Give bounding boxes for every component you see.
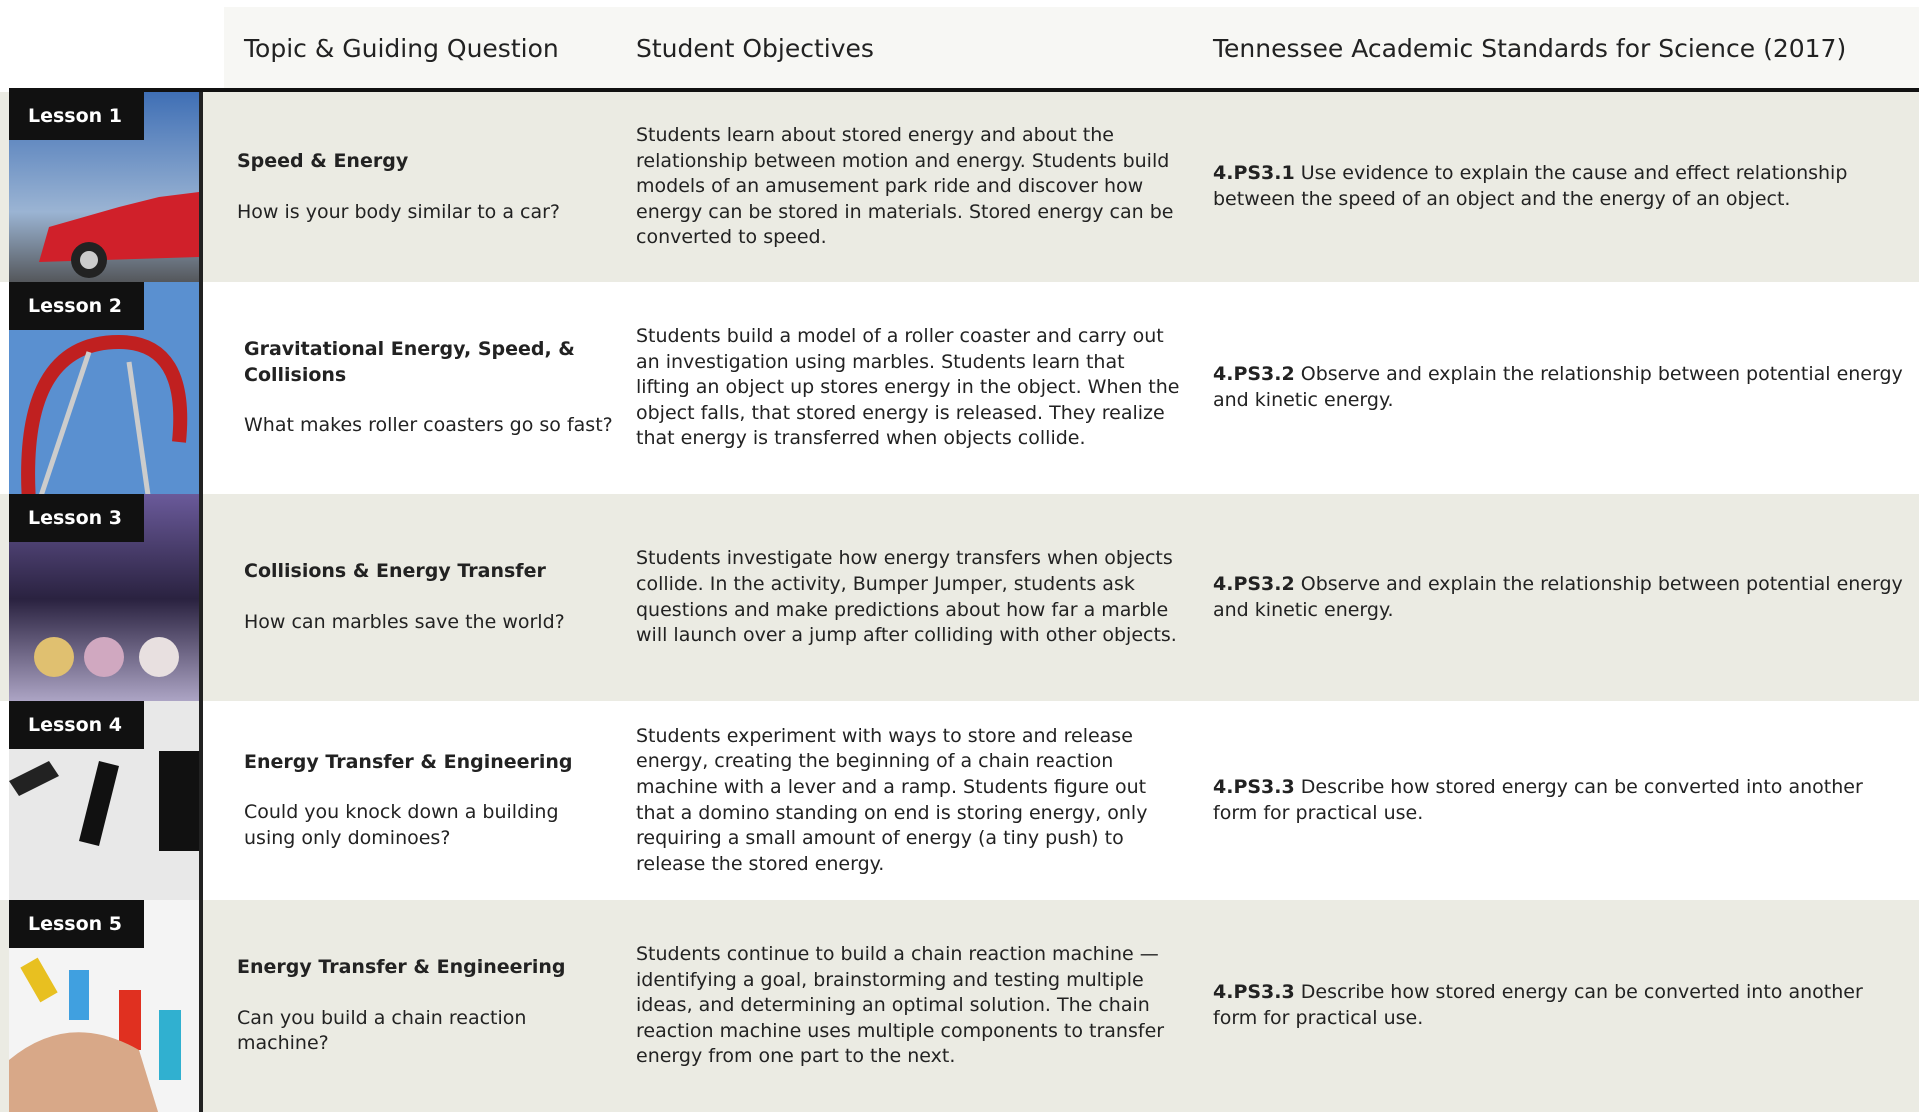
lesson-label: Lesson 2 (9, 282, 144, 330)
objectives: Students experiment with ways to store a… (636, 724, 1148, 875)
lesson-row: Lesson 4 Energy Transfer & Engineering Cou… (0, 701, 1919, 900)
topic-title: Energy Transfer & Engineering (244, 750, 573, 773)
objectives: Students learn about stored energy and a… (636, 124, 1174, 249)
standard-code: 4.PS3.3 (1213, 775, 1295, 798)
objectives-cell: Students continue to build a chain react… (636, 900, 1184, 1112)
topic-cell: Speed & Energy How is your body similar t… (237, 92, 607, 282)
standard: 4.PS3.3 Describe how stored energy can b… (1213, 775, 1908, 826)
topic-title: Energy Transfer & Engineering (237, 956, 566, 979)
header-bg (224, 7, 1919, 89)
header-cell: Student Objectives (636, 33, 874, 63)
standard: 4.PS3.3 Describe how stored energy can b… (1213, 980, 1908, 1031)
standard-text: Describe how stored energy can be conver… (1213, 775, 1863, 824)
header-cell: Tennessee Academic Standards for Science… (1213, 33, 1847, 63)
standard: 4.PS3.2 Observe and explain the relation… (1213, 572, 1908, 623)
topic-title: Collisions & Energy Transfer (244, 560, 546, 583)
lesson-row: Lesson 5 Energy Transfer & Engineering Can… (0, 900, 1919, 1112)
objectives: Students build a model of a roller coast… (636, 325, 1180, 450)
standard-code: 4.PS3.2 (1213, 572, 1295, 595)
objectives-cell: Students investigate how energy transfer… (636, 494, 1184, 701)
objectives-cell: Students build a model of a roller coast… (636, 282, 1184, 494)
lesson-row: Lesson 3 Collisions & Energy Transfer How … (0, 494, 1919, 701)
standard-code: 4.PS3.3 (1213, 981, 1295, 1004)
topic-title: Speed & Energy (237, 149, 409, 172)
standard-text: Observe and explain the relationship bet… (1213, 363, 1903, 411)
topic-cell: Collisions & Energy Transfer How can marb… (244, 494, 614, 701)
topic-cell: Energy Transfer & Engineering Can you bui… (237, 900, 607, 1112)
header-rule (9, 88, 1919, 92)
standard-code: 4.PS3.1 (1213, 162, 1295, 185)
lesson-label: Lesson 3 (9, 494, 144, 542)
header-cell: Topic & Guiding Question (244, 33, 559, 63)
standard-cell: 4.PS3.1 Use evidence to explain the caus… (1213, 92, 1908, 282)
topic-cell: Energy Transfer & Engineering Could you k… (244, 701, 614, 900)
standard-text: Use evidence to explain the cause and ef… (1213, 162, 1848, 210)
standard-text: Observe and explain the relationship bet… (1213, 572, 1903, 621)
guiding-question: How can marbles save the world? (244, 611, 565, 633)
guiding-question: What makes roller coasters go so fast? (244, 414, 613, 437)
guiding-question: Can you build a chain reaction machine? (237, 1006, 527, 1055)
standard-text: Describe how stored energy can be conver… (1213, 981, 1863, 1029)
objectives-cell: Students experiment with ways to store a… (636, 701, 1184, 900)
objectives: Students continue to build a chain react… (636, 943, 1165, 1068)
guiding-question: Could you knock down a building using on… (244, 801, 559, 849)
objectives-cell: Students learn about stored energy and a… (636, 92, 1184, 282)
lesson-label: Lesson 1 (9, 92, 144, 140)
standard: 4.PS3.2 Observe and explain the relation… (1213, 362, 1908, 413)
standard-cell: 4.PS3.2 Observe and explain the relation… (1213, 282, 1908, 494)
standard-code: 4.PS3.2 (1213, 363, 1295, 386)
lesson-label: Lesson 5 (9, 900, 144, 948)
guiding-question: How is your body similar to a car? (237, 200, 561, 223)
lesson-row: Lesson 2 Gravitational Energy, Speed, & C… (0, 282, 1919, 494)
topic-cell: Gravitational Energy, Speed, & Collision… (244, 282, 614, 494)
lesson-row: Lesson 1 Speed & Energy How is your body s… (0, 92, 1919, 282)
standard-cell: 4.PS3.3 Describe how stored energy can b… (1213, 701, 1908, 900)
standard: 4.PS3.1 Use evidence to explain the caus… (1213, 161, 1908, 212)
objectives: Students investigate how energy transfer… (636, 547, 1177, 647)
topic-title: Gravitational Energy, Speed, & Collision… (244, 338, 575, 386)
standard-cell: 4.PS3.3 Describe how stored energy can b… (1213, 900, 1908, 1112)
standard-cell: 4.PS3.2 Observe and explain the relation… (1213, 494, 1908, 701)
lesson-label: Lesson 4 (9, 701, 144, 749)
